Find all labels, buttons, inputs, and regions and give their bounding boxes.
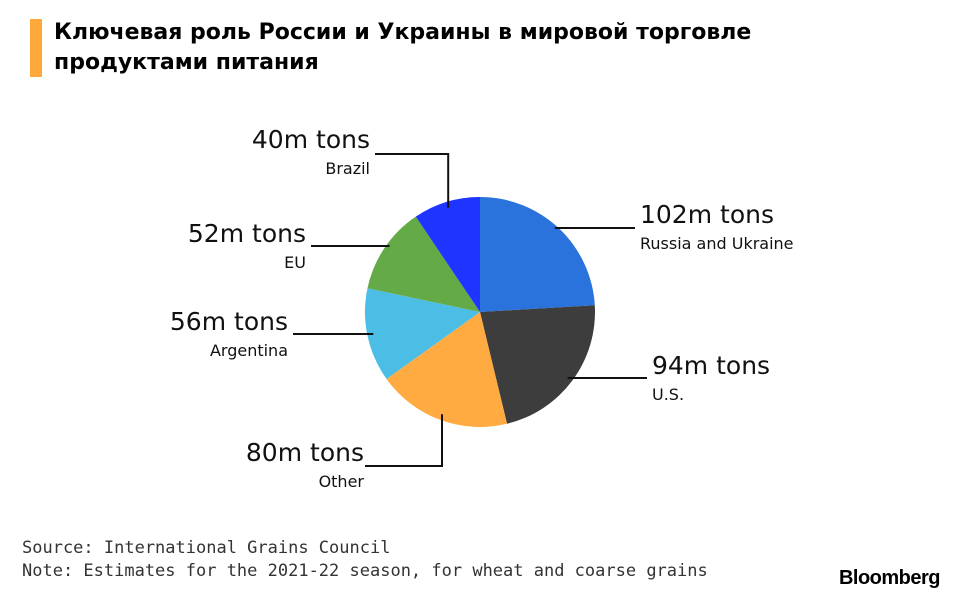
slice-value-label: 40m tons [252, 125, 370, 154]
title-accent-bar [30, 19, 42, 77]
pie-slice-other [386, 312, 508, 427]
slice-category-label: U.S. [652, 385, 684, 404]
pie-slice-eu [367, 216, 480, 312]
bloomberg-logo: Bloomberg [838, 567, 941, 589]
footnote: Note: Estimates for the 2021-22 season, … [22, 561, 708, 581]
leader-line [375, 153, 450, 208]
slice-category-label: EU [284, 253, 306, 272]
slice-value-label: 80m tons [246, 438, 364, 467]
chart-footer: Source: International Grains Council Not… [22, 537, 708, 583]
slice-category-label: Other [319, 472, 365, 491]
slice-value-label: 94m tons [652, 351, 770, 380]
slice-category-label: Brazil [325, 159, 370, 178]
pie-slice-u-s [480, 305, 596, 424]
slice-value-label: 56m tons [170, 307, 288, 336]
pie-slice-russia-and-ukraine [480, 197, 595, 312]
slice-value-label: 52m tons [188, 219, 306, 248]
pie-slice-argentina [365, 288, 480, 380]
slice-category-label: Argentina [210, 341, 288, 360]
chart-title: Ключевая роль России и Украины в мировой… [54, 20, 752, 75]
pie-slice-brazil [415, 197, 480, 312]
slice-value-label: 102m tons [640, 200, 774, 229]
source-note: Source: International Grains Council [22, 538, 391, 558]
leader-line [365, 414, 443, 467]
slice-category-label: Russia and Ukraine [640, 234, 794, 253]
